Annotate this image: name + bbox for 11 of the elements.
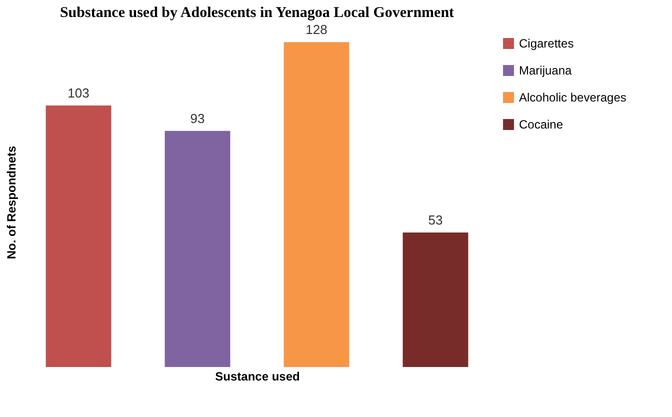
legend-label: Cocaine <box>519 118 564 132</box>
legend-label: Marijuana <box>519 64 572 78</box>
data-label: 93 <box>190 110 205 126</box>
data-label: 103 <box>68 86 90 101</box>
legend-label: Alcoholic beverages <box>519 90 626 104</box>
data-label: 128 <box>306 22 328 38</box>
chart-title: Substance used by Adolescents in Yenagoa Local Government <box>60 5 454 22</box>
legend-label: Cigarettes <box>519 36 574 50</box>
x-axis-title: Sustance used <box>215 370 300 384</box>
data-label: 53 <box>428 212 443 228</box>
y-axis-title: No. of Respondnets <box>4 146 18 260</box>
